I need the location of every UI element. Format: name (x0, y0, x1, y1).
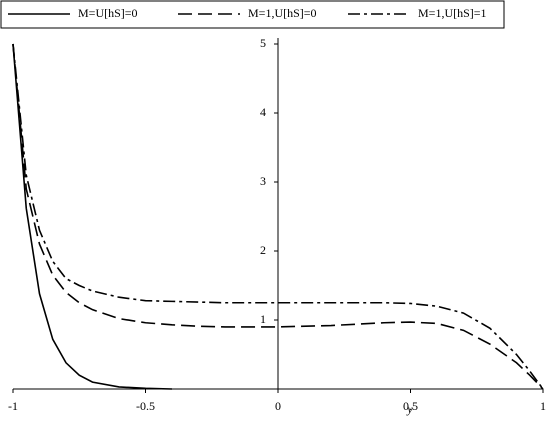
x-tick-label: -0.5 (136, 399, 155, 413)
series-line (12, 43, 544, 390)
x-tick-label: 0 (275, 399, 281, 413)
legend-label: M=U[hS]=0 (78, 6, 138, 20)
x-tick-label: 1 (540, 399, 546, 413)
y-tick-label: 3 (260, 174, 266, 188)
legend-label: M=1,U[hS]=0 (248, 6, 317, 20)
x-tick-label: -1 (8, 399, 18, 413)
y-tick-label: 5 (260, 36, 266, 50)
legend-box (0, 0, 505, 29)
x-tick-label: 0.5 (403, 399, 418, 413)
legend-label: M=1,U[hS]=1 (418, 6, 487, 20)
series-line (12, 43, 544, 390)
y-tick-label: 2 (260, 243, 266, 257)
series-line (12, 43, 173, 390)
x-axis-label: y (406, 402, 413, 416)
y-tick-label: 1 (260, 312, 266, 326)
y-tick-label: 4 (260, 105, 266, 119)
